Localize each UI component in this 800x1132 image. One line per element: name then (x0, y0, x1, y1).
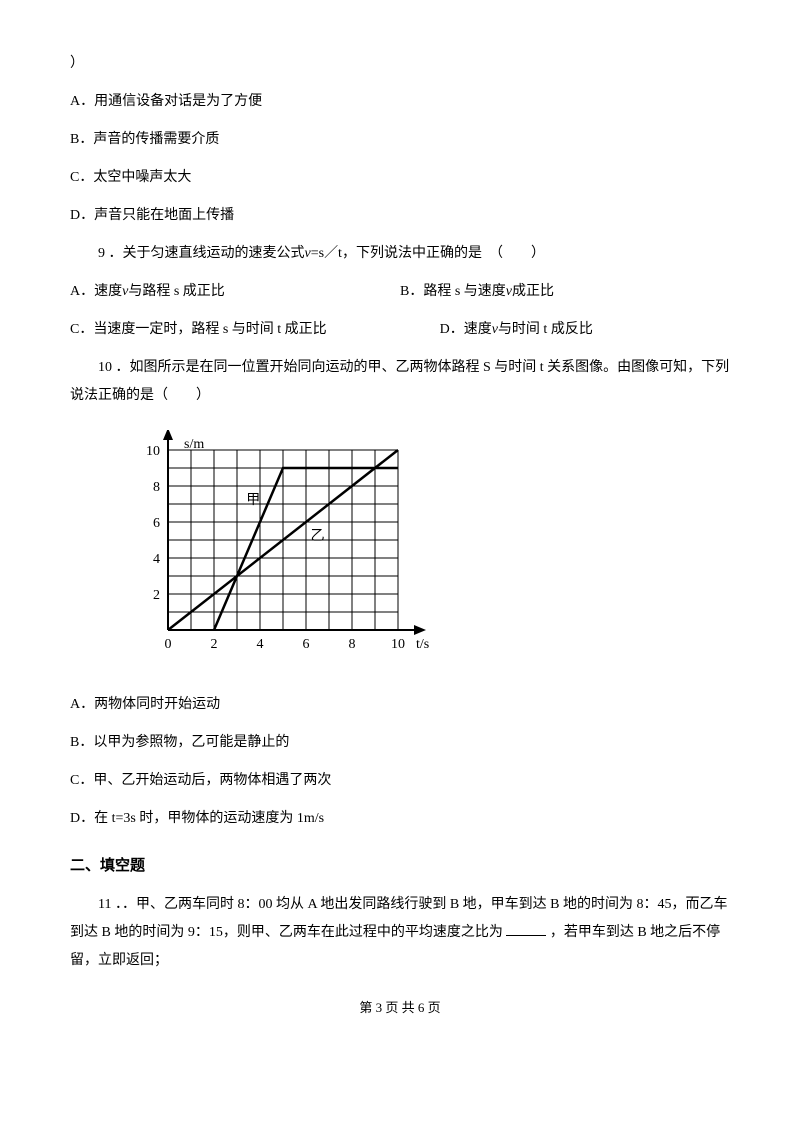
svg-text:t/s: t/s (416, 637, 429, 652)
svg-text:4: 4 (153, 552, 160, 567)
prev-option-a: A．用通信设备对话是为了方便 (70, 88, 730, 116)
prev-option-c: C．太空中噪声太大 (70, 164, 730, 192)
svg-text:2: 2 (153, 588, 160, 603)
prev-option-d: D．声音只能在地面上传播 (70, 202, 730, 230)
svg-text:4: 4 (257, 637, 264, 652)
q9-b-post: 成正比 (512, 284, 554, 299)
q9-stem-post: =s／t，下列说法中正确的是 （ ） (311, 246, 545, 261)
q9-a-post: 与路程 s 成正比 (128, 284, 224, 299)
prev-option-b: B．声音的传播需要介质 (70, 126, 730, 154)
svg-text:甲: 甲 (246, 493, 260, 508)
svg-text:s/m: s/m (184, 437, 204, 452)
q10-option-a: A．两物体同时开始运动 (70, 691, 730, 719)
q9-d-pre: D．速度 (440, 322, 492, 337)
svg-text:乙: 乙 (311, 528, 325, 544)
svg-text:8: 8 (349, 637, 356, 652)
section-2-title: 二、填空题 (70, 851, 730, 881)
page-footer: 第 3 页 共 6 页 (70, 995, 730, 1021)
q10-chart: 0 2 4 6 8 10 2 4 6 8 10 t/s s/m 甲乙 (70, 420, 730, 681)
q9-stem: 9 ．关于匀速直线运动的速麦公式v=s／t，下列说法中正确的是 （ ） (70, 240, 730, 268)
q9-b-pre: B．路程 s 与速度 (400, 284, 506, 299)
q9-option-c: C．当速度一定时，路程 s 与时间 t 成正比 (70, 316, 440, 344)
svg-text:2: 2 (211, 637, 218, 652)
prev-question-tail: ） (70, 50, 730, 78)
q9-option-b: B．路程 s 与速度v成正比 (400, 278, 730, 306)
q10-option-b: B．以甲为参照物，乙可能是静止的 (70, 729, 730, 757)
svg-text:10: 10 (146, 444, 160, 459)
q9-a-pre: A．速度 (70, 284, 122, 299)
svg-text:10: 10 (391, 637, 405, 652)
svg-text:6: 6 (153, 516, 160, 531)
q9-d-post: 与时间 t 成反比 (498, 322, 593, 337)
q10-option-d: D．在 t=3s 时，甲物体的运动速度为 1m/s (70, 805, 730, 833)
q9-stem-pre: 9 ．关于匀速直线运动的速麦公式 (98, 246, 305, 261)
q11-stem: 11 ．．甲、乙两车同时 8：00 均从 A 地出发同路线行驶到 B 地，甲车到… (70, 891, 730, 975)
svg-text:8: 8 (153, 480, 160, 495)
q9-option-d: D．速度v与时间 t 成反比 (440, 316, 730, 344)
svg-text:0: 0 (165, 637, 172, 652)
q11-blank (506, 921, 546, 936)
q10-stem: 10 ．如图所示是在同一位置开始同向运动的甲、乙两物体路程 S 与时间 t 关系… (70, 354, 730, 410)
svg-text:6: 6 (303, 637, 310, 652)
q10-option-c: C．甲、乙开始运动后，两物体相遇了两次 (70, 767, 730, 795)
q9-option-a: A．速度v与路程 s 成正比 (70, 278, 400, 306)
